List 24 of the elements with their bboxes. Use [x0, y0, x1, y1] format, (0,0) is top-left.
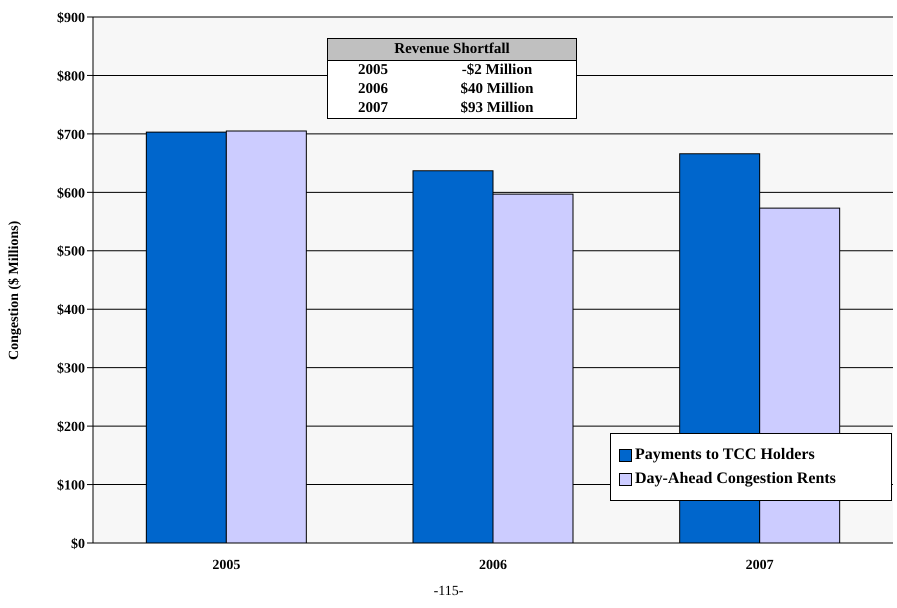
y-tick-label: $0 [71, 536, 85, 552]
annotation: 2007 [357, 100, 389, 117]
legend-label: Day-Ahead Congestion Rents [634, 470, 837, 488]
text: -115- [432, 584, 464, 600]
legend-label: Payments to TCC Holders [634, 446, 816, 464]
annotation: $40 Million [460, 81, 534, 98]
y-tick-label: $100 [57, 478, 85, 494]
y-tick-label: $600 [57, 186, 85, 202]
annotation: $93 Million [460, 100, 534, 117]
y-tick-label: $900 [57, 10, 85, 26]
annotation: -$2 Million [460, 62, 534, 79]
x-tick-label: 2005 [212, 558, 240, 573]
annotation: 2006 [357, 81, 389, 98]
x-tick-label: 2007 [746, 558, 774, 573]
y-tick-label: $300 [57, 362, 85, 377]
y-tick-label: $400 [57, 303, 85, 318]
annotation: 2005 [357, 62, 389, 79]
y-tick-label: $500 [57, 244, 85, 260]
y-tick-label: $800 [57, 69, 85, 84]
y-tick-label: $700 [57, 128, 85, 143]
x-tick-label: 2006 [479, 558, 507, 573]
annotation: Revenue Shortfall [328, 39, 576, 61]
y-axis-title: Congestion ($ Millions) [6, 220, 22, 360]
y-tick-label: $200 [57, 420, 85, 436]
